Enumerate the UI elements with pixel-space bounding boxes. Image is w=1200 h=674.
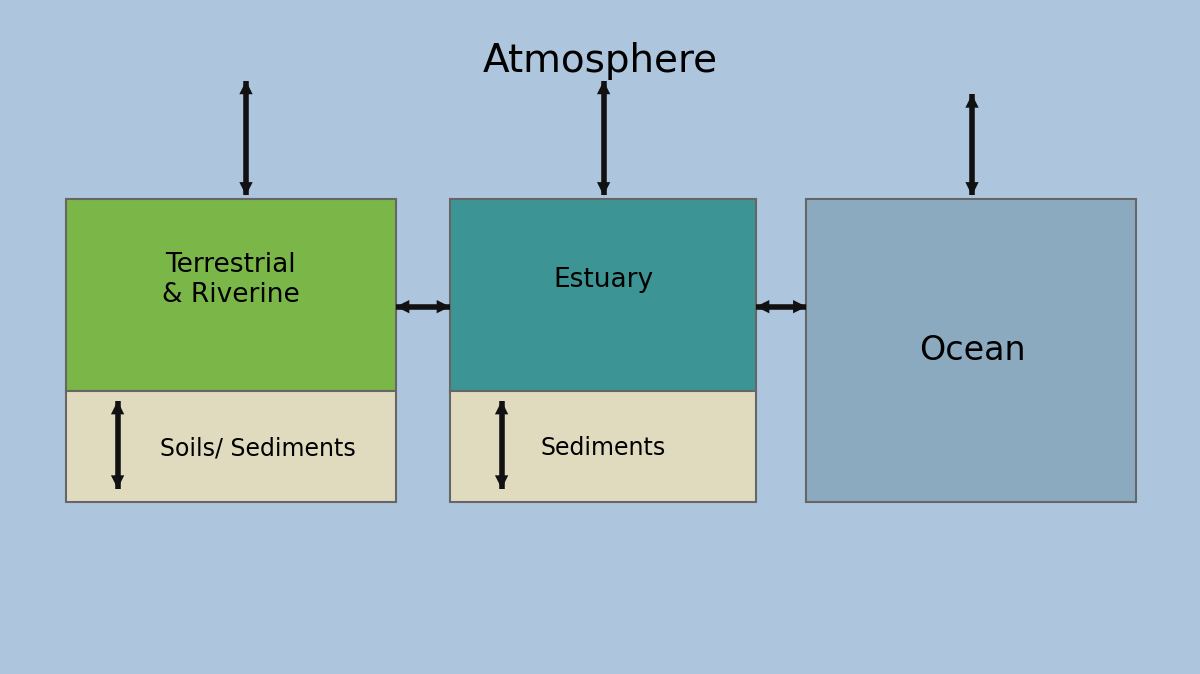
Text: Atmosphere: Atmosphere <box>482 42 718 80</box>
Text: Sediments: Sediments <box>541 436 666 460</box>
Text: Terrestrial
& Riverine: Terrestrial & Riverine <box>162 251 299 308</box>
Text: Soils/ Sediments: Soils/ Sediments <box>160 436 356 460</box>
Bar <box>66 391 396 502</box>
Bar <box>66 199 396 391</box>
Text: Estuary: Estuary <box>553 267 654 293</box>
Text: Ocean: Ocean <box>919 334 1025 367</box>
Bar <box>450 199 756 391</box>
Bar <box>450 391 756 502</box>
Bar <box>806 199 1136 502</box>
